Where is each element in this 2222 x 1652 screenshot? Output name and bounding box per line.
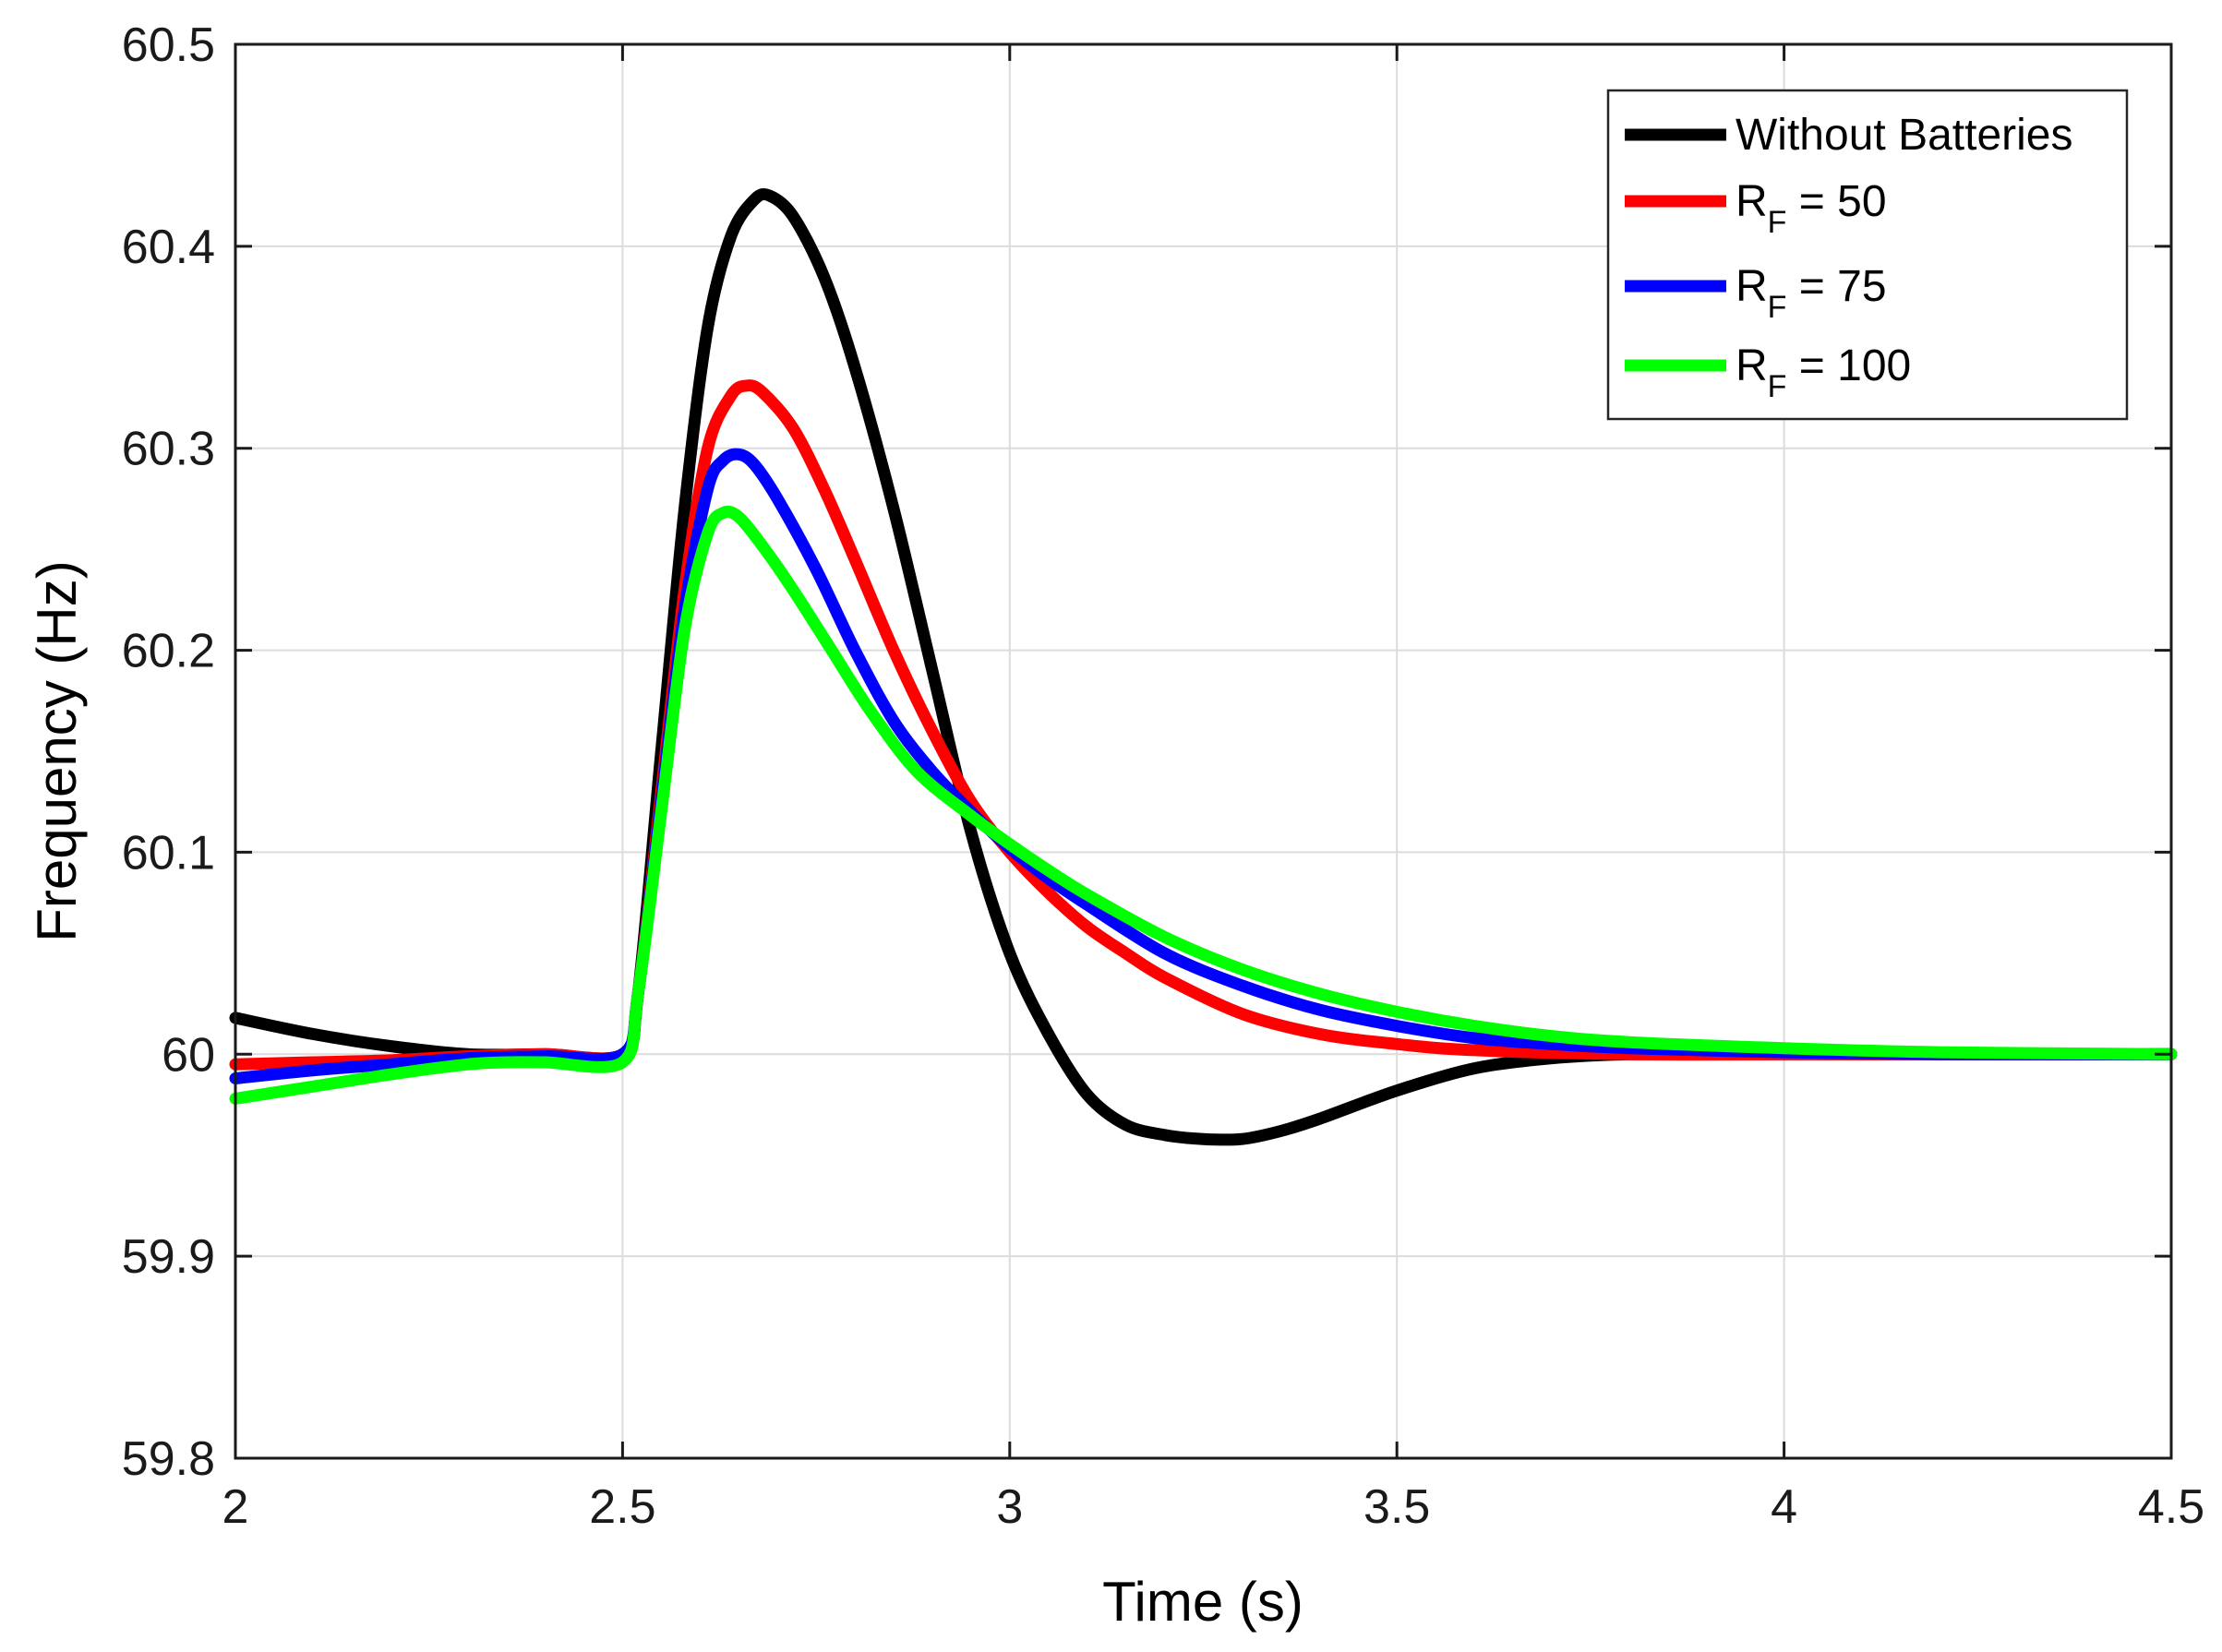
x-tick-label: 3	[996, 1480, 1023, 1534]
x-tick-label: 4	[1771, 1480, 1797, 1534]
legend-label-without-batteries: Without Batteries	[1736, 111, 2072, 160]
y-tick-label: 60.2	[122, 625, 215, 678]
x-tick-labels: 2 2.5 3 3.5 4 4.5	[222, 1480, 2205, 1534]
axis-ticks	[234, 42, 2173, 1460]
y-tick-label: 60.1	[122, 826, 215, 880]
legend-label-rf-100: RF = 100	[1736, 341, 1911, 404]
y-tick-label: 60.4	[122, 221, 215, 274]
x-tick-label: 3.5	[1363, 1480, 1430, 1534]
y-tick-label: 60.3	[122, 423, 215, 476]
series-lines	[229, 187, 2178, 1146]
y-tick-labels: 59.8 59.9 60 60.1 60.2 60.3 60.4 60.5	[122, 18, 215, 1486]
legend-label-rf-75: RF = 75	[1736, 262, 1887, 325]
y-tick-label: 59.9	[122, 1230, 215, 1284]
x-tick-label: 4.5	[2138, 1480, 2204, 1534]
x-tick-label: 2	[222, 1480, 249, 1534]
x-tick-label: 2.5	[589, 1480, 655, 1534]
y-tick-label: 59.8	[122, 1432, 215, 1486]
y-tick-label: 60.5	[122, 18, 215, 72]
legend-label-rf-50: RF = 50	[1736, 177, 1887, 240]
y-axis-title: Frequency (Hz)	[26, 560, 88, 941]
x-axis-title: Time (s)	[1102, 1571, 1303, 1633]
y-tick-label: 60	[162, 1028, 215, 1082]
legend: Without Batteries RF = 50 RF = 75 RF = 100	[1606, 89, 2129, 421]
series-line-rf-100	[229, 505, 2178, 1105]
legend-entries: Without Batteries RF = 50 RF = 75 RF = 100	[1625, 111, 2072, 404]
axes-box	[234, 42, 2173, 1460]
